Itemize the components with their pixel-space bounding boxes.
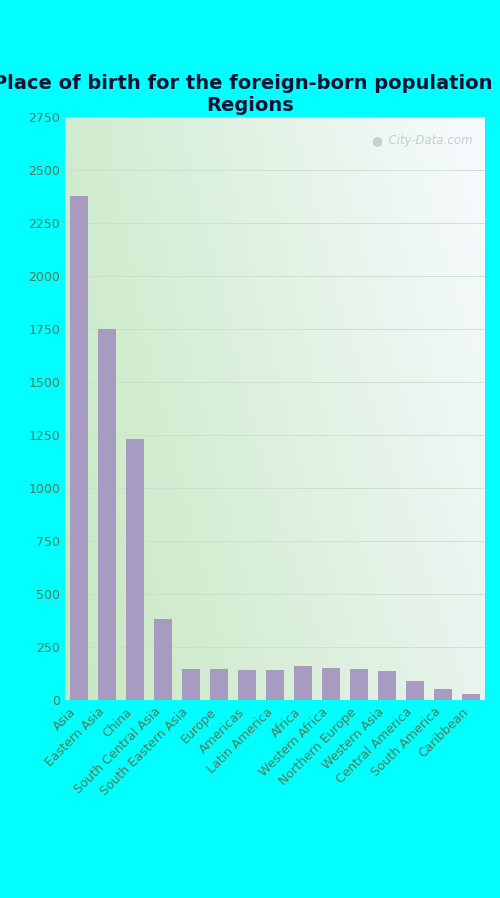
Text: City-Data.com: City-Data.com bbox=[381, 134, 472, 147]
Text: Place of birth for the foreign-born population -
Regions: Place of birth for the foreign-born popu… bbox=[0, 74, 500, 115]
Bar bbox=[238, 670, 256, 700]
Bar bbox=[70, 197, 88, 700]
Bar bbox=[406, 681, 424, 700]
Bar bbox=[294, 666, 312, 700]
Bar bbox=[154, 619, 172, 700]
Bar bbox=[350, 669, 368, 700]
Bar bbox=[126, 439, 144, 700]
Bar bbox=[182, 669, 200, 700]
Bar bbox=[434, 690, 452, 700]
Bar bbox=[378, 671, 396, 700]
Bar bbox=[462, 694, 480, 700]
Bar bbox=[98, 329, 116, 700]
Bar bbox=[322, 667, 340, 700]
Bar bbox=[266, 670, 284, 700]
Text: ●: ● bbox=[372, 134, 382, 147]
Bar bbox=[210, 669, 228, 700]
